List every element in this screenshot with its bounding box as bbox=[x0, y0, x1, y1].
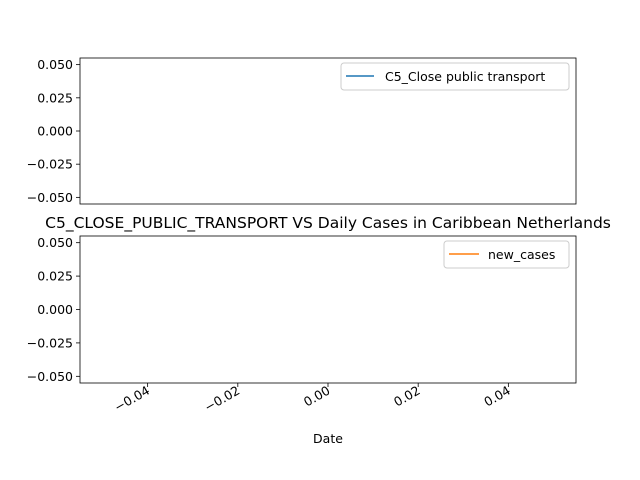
top-ytick-label: 0.025 bbox=[37, 90, 73, 105]
x-axis-label: Date bbox=[313, 431, 343, 446]
bottom-x-axis-ticks: −0.04 −0.02 0.00 0.02 0.04 bbox=[111, 383, 512, 415]
bottom-xtick-label: −0.04 bbox=[111, 383, 152, 415]
top-ytick-label: 0.000 bbox=[37, 124, 73, 139]
top-y-axis-ticks: 0.050 0.025 0.000 −0.025 −0.050 bbox=[27, 57, 80, 205]
bottom-ytick-label: 0.000 bbox=[37, 302, 73, 317]
top-ytick-label: −0.025 bbox=[27, 157, 73, 172]
bottom-ytick-label: −0.025 bbox=[27, 335, 73, 350]
bottom-xtick-label: −0.02 bbox=[202, 383, 243, 415]
bottom-chart-title: C5_CLOSE_PUBLIC_TRANSPORT VS Daily Cases… bbox=[45, 214, 611, 233]
bottom-ytick-label: −0.050 bbox=[27, 369, 73, 384]
top-legend-box bbox=[340, 62, 570, 91]
bottom-y-axis-ticks: 0.050 0.025 0.000 −0.025 −0.050 bbox=[27, 235, 80, 384]
top-ytick-label: −0.050 bbox=[27, 190, 73, 205]
bottom-ytick-label: 0.025 bbox=[37, 269, 73, 284]
bottom-legend-label: new_cases bbox=[488, 247, 555, 262]
top-axes: 0.050 0.025 0.000 −0.025 −0.050 C5_Close pub… bbox=[27, 57, 577, 205]
bottom-legend-box bbox=[443, 240, 570, 269]
top-legend-label: C5_Close public transport bbox=[385, 69, 545, 84]
top-ytick-label: 0.050 bbox=[37, 57, 73, 72]
bottom-ytick-label: 0.050 bbox=[37, 235, 73, 250]
bottom-legend: new_cases bbox=[443, 240, 570, 269]
bottom-axes: C5_CLOSE_PUBLIC_TRANSPORT VS Daily Cases… bbox=[27, 214, 611, 446]
top-legend: C5_Close public transport bbox=[340, 62, 570, 91]
